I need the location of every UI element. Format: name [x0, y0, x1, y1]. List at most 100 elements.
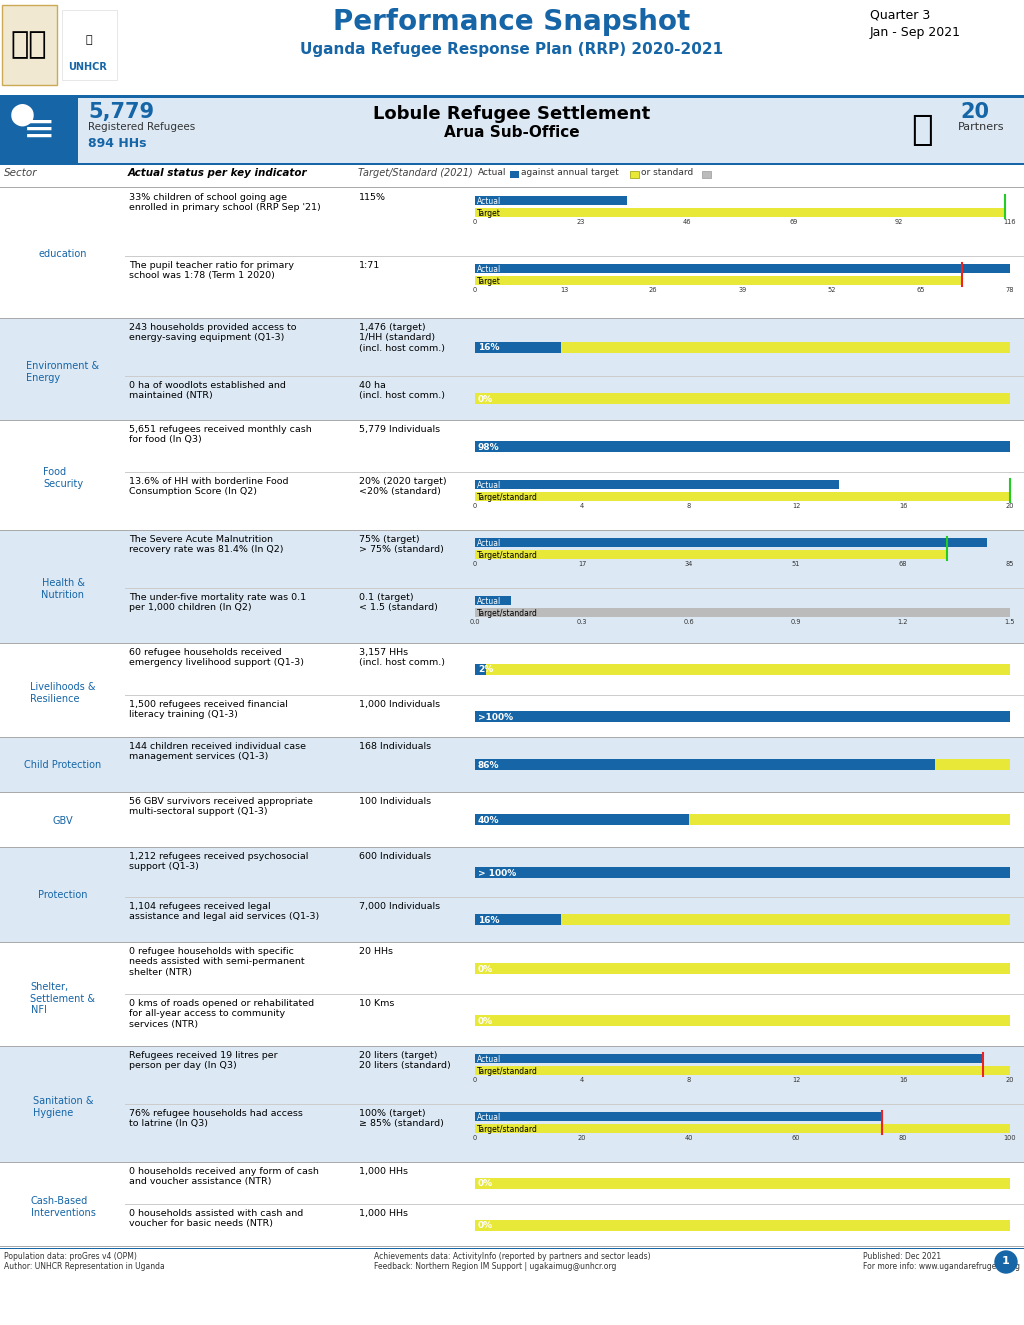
Text: education: education: [39, 249, 87, 258]
Text: 0 households received any form of cash
and voucher assistance (NTR): 0 households received any form of cash a…: [129, 1167, 318, 1186]
Text: 0: 0: [473, 1077, 477, 1083]
Text: The under-five mortality rate was 0.1
per 1,000 children (In Q2): The under-five mortality rate was 0.1 pe…: [129, 594, 306, 612]
Text: 13.6% of HH with borderline Food
Consumption Score (In Q2): 13.6% of HH with borderline Food Consump…: [129, 477, 289, 497]
Text: 0.0: 0.0: [470, 619, 480, 625]
Text: 0.6: 0.6: [684, 619, 694, 625]
Text: 23: 23: [577, 219, 585, 225]
Bar: [510, 171, 519, 178]
Text: 65: 65: [916, 288, 925, 293]
Bar: [475, 392, 1010, 404]
Bar: [0, 188, 1024, 318]
Text: 12: 12: [792, 1077, 800, 1083]
Text: The pupil teacher ratio for primary
school was 1:78 (Term 1 2020): The pupil teacher ratio for primary scho…: [129, 261, 294, 281]
Text: 34: 34: [685, 560, 693, 567]
Text: Target/standard: Target/standard: [477, 610, 538, 619]
Text: 52: 52: [827, 288, 836, 293]
Text: 1,000 Individuals: 1,000 Individuals: [359, 700, 440, 709]
Text: 894 HHs: 894 HHs: [88, 136, 146, 150]
Text: 3,157 HHs
(incl. host comm.): 3,157 HHs (incl. host comm.): [359, 648, 445, 668]
Text: 168 Individuals: 168 Individuals: [359, 742, 431, 751]
Bar: [0, 1249, 1024, 1325]
Bar: [0, 420, 1024, 530]
Text: 98%: 98%: [478, 443, 500, 452]
Bar: [475, 1067, 1010, 1075]
Text: 20: 20: [1006, 1077, 1014, 1083]
Text: >100%: >100%: [478, 713, 513, 722]
Text: 85: 85: [1006, 560, 1014, 567]
Text: ≡: ≡: [23, 111, 55, 148]
Bar: [475, 276, 962, 285]
Text: Uganda Refugee Response Plan (RRP) 2020-2021: Uganda Refugee Response Plan (RRP) 2020-…: [300, 42, 724, 57]
Bar: [475, 208, 1006, 217]
Text: 20% (2020 target)
<20% (standard): 20% (2020 target) <20% (standard): [359, 477, 446, 497]
Text: Partners: Partners: [958, 122, 1005, 132]
Text: 100: 100: [1004, 1136, 1016, 1141]
Text: 46: 46: [683, 219, 691, 225]
Text: 0 ha of woodlots established and
maintained (NTR): 0 ha of woodlots established and maintai…: [129, 382, 286, 400]
Text: Shelter,
Settlement &
NFI: Shelter, Settlement & NFI: [31, 982, 95, 1015]
Text: 0: 0: [473, 1136, 477, 1141]
Bar: [2, 5, 57, 85]
Text: Jan - Sep 2021: Jan - Sep 2021: [870, 26, 961, 38]
Text: 0%: 0%: [478, 395, 494, 404]
Bar: [0, 95, 1024, 98]
Text: 10 Kms: 10 Kms: [359, 999, 394, 1008]
Bar: [475, 342, 560, 352]
Text: 0%: 0%: [478, 965, 494, 974]
Bar: [475, 1124, 1010, 1133]
Text: Target: Target: [477, 277, 501, 286]
Text: Actual status per key indicator: Actual status per key indicator: [128, 168, 307, 178]
Bar: [475, 1178, 1010, 1189]
Text: Actual: Actual: [477, 197, 502, 207]
Text: 0: 0: [473, 560, 477, 567]
Text: Target/standard: Target/standard: [477, 551, 538, 560]
Text: Achievements data: ActivityInfo (reported by partners and sector leads)
Feedback: Achievements data: ActivityInfo (reporte…: [374, 1252, 650, 1272]
Bar: [630, 171, 639, 178]
Text: Food
Security: Food Security: [43, 466, 83, 489]
Bar: [890, 99, 955, 160]
Text: 40 ha
(incl. host comm.): 40 ha (incl. host comm.): [359, 382, 445, 400]
Bar: [0, 163, 1024, 166]
Text: Environment &
Energy: Environment & Energy: [27, 360, 99, 383]
Text: Target/standard: Target/standard: [477, 1068, 538, 1076]
Text: > 100%: > 100%: [478, 868, 516, 877]
Text: 20 HHs: 20 HHs: [359, 947, 393, 957]
Text: 60 refugee households received
emergency livelihood support (Q1-3): 60 refugee households received emergency…: [129, 648, 304, 668]
Text: Cash-Based
Interventions: Cash-Based Interventions: [31, 1196, 95, 1218]
Text: 1,476 (target)
1/HH (standard)
(incl. host comm.): 1,476 (target) 1/HH (standard) (incl. ho…: [359, 323, 445, 352]
Text: Livelihoods &
Resilience: Livelihoods & Resilience: [31, 682, 96, 704]
Bar: [0, 3, 120, 90]
Text: Actual: Actual: [477, 481, 502, 490]
Text: ⬤: ⬤: [9, 103, 35, 126]
Text: 86%: 86%: [478, 761, 500, 770]
Text: Published: Dec 2021
For more info: www.ugandarefrugees.org: Published: Dec 2021 For more info: www.u…: [863, 1252, 1020, 1272]
Bar: [475, 867, 1010, 877]
Bar: [475, 596, 511, 606]
Text: Protection: Protection: [38, 890, 88, 901]
Text: 12: 12: [792, 504, 800, 509]
Text: 4: 4: [580, 1077, 584, 1083]
Text: 1:71: 1:71: [359, 261, 380, 270]
Text: 144 children received individual case
management services (Q1-3): 144 children received individual case ma…: [129, 742, 306, 762]
Bar: [475, 492, 1010, 501]
Text: 78: 78: [1006, 288, 1014, 293]
Text: Actual: Actual: [477, 1113, 502, 1122]
Text: Arua Sub-Office: Arua Sub-Office: [444, 125, 580, 140]
Bar: [475, 550, 947, 559]
Text: 0%: 0%: [478, 1016, 494, 1026]
Text: 16%: 16%: [478, 343, 500, 352]
Text: 0.1 (target)
< 1.5 (standard): 0.1 (target) < 1.5 (standard): [359, 594, 438, 612]
Text: 51: 51: [792, 560, 800, 567]
Bar: [0, 98, 1024, 163]
Text: Actual: Actual: [478, 168, 507, 178]
Bar: [702, 171, 711, 178]
Text: 69: 69: [790, 219, 798, 225]
Text: Lobule Refugee Settlement: Lobule Refugee Settlement: [374, 105, 650, 123]
Text: 1,000 HHs: 1,000 HHs: [359, 1167, 408, 1177]
Text: UNHCR: UNHCR: [68, 62, 106, 72]
Text: GBV: GBV: [52, 815, 74, 825]
Bar: [475, 914, 1010, 925]
Text: Health &
Nutrition: Health & Nutrition: [42, 579, 85, 600]
Text: Actual: Actual: [477, 539, 502, 549]
Bar: [475, 867, 1010, 877]
